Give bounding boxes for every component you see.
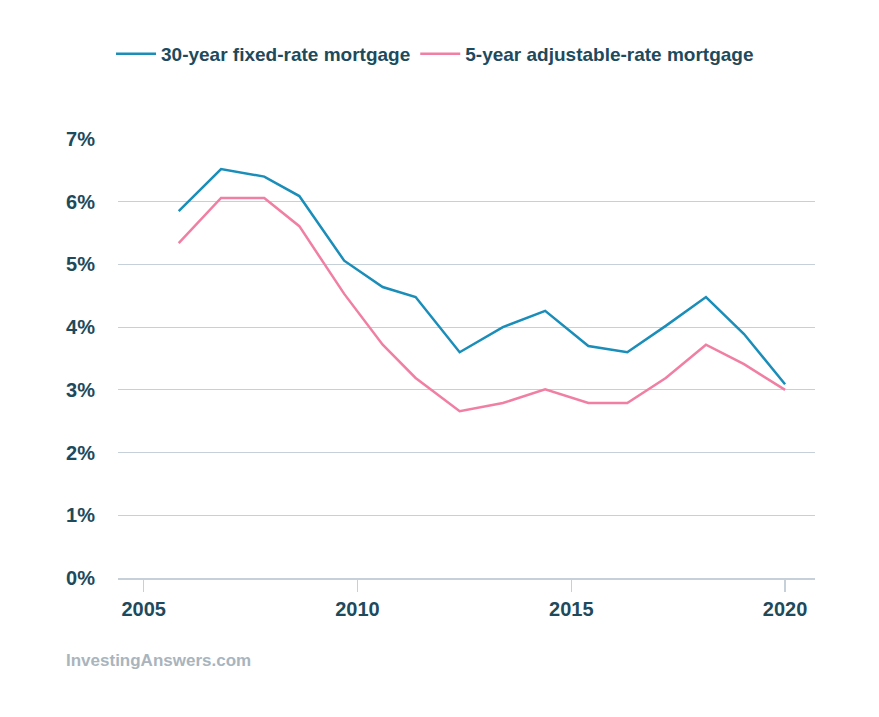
- svg-text:30-year fixed-rate mortgage: 30-year fixed-rate mortgage: [161, 44, 410, 65]
- svg-text:2015: 2015: [549, 598, 594, 620]
- svg-text:2%: 2%: [66, 442, 95, 464]
- svg-text:6%: 6%: [66, 191, 95, 213]
- svg-text:5%: 5%: [66, 253, 95, 275]
- svg-text:0%: 0%: [66, 567, 95, 589]
- svg-text:3%: 3%: [66, 379, 95, 401]
- svg-text:5-year adjustable-rate mortgag: 5-year adjustable-rate mortgage: [465, 44, 753, 65]
- svg-text:2020: 2020: [763, 598, 808, 620]
- svg-text:7%: 7%: [66, 128, 95, 150]
- svg-text:InvestingAnswers.com: InvestingAnswers.com: [66, 651, 251, 670]
- svg-text:2005: 2005: [121, 598, 166, 620]
- svg-text:1%: 1%: [66, 504, 95, 526]
- svg-text:2010: 2010: [335, 598, 380, 620]
- svg-text:4%: 4%: [66, 316, 95, 338]
